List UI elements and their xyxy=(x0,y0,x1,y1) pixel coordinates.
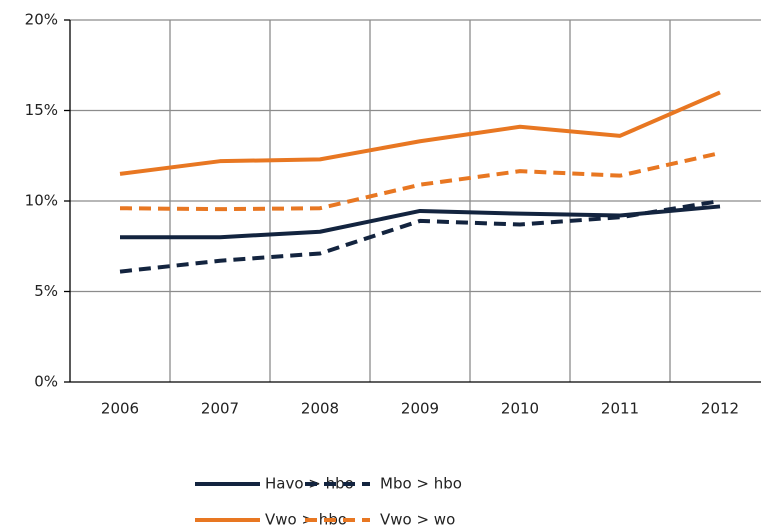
x-tick-label: 2008 xyxy=(301,400,339,418)
x-tick-label: 2006 xyxy=(101,400,139,418)
x-tick-label: 2010 xyxy=(501,400,539,418)
legend-label: Vwo > wo xyxy=(380,511,455,529)
series-line xyxy=(119,151,721,212)
legend-label: Mbo > hbo xyxy=(380,475,462,493)
series-line xyxy=(120,204,721,240)
y-tick-label: 5% xyxy=(34,282,58,300)
x-tick-label: 2007 xyxy=(201,400,239,418)
y-tick-label: 10% xyxy=(25,192,58,210)
series-line xyxy=(119,199,721,274)
y-tick-label: 20% xyxy=(25,11,58,29)
x-tick-label: 2011 xyxy=(601,400,639,418)
series-line xyxy=(119,90,721,176)
x-tick-label: 2009 xyxy=(401,400,439,418)
y-tick-label: 15% xyxy=(25,101,58,119)
x-tick-label: 2012 xyxy=(701,400,739,418)
y-tick-label: 0% xyxy=(34,373,58,391)
